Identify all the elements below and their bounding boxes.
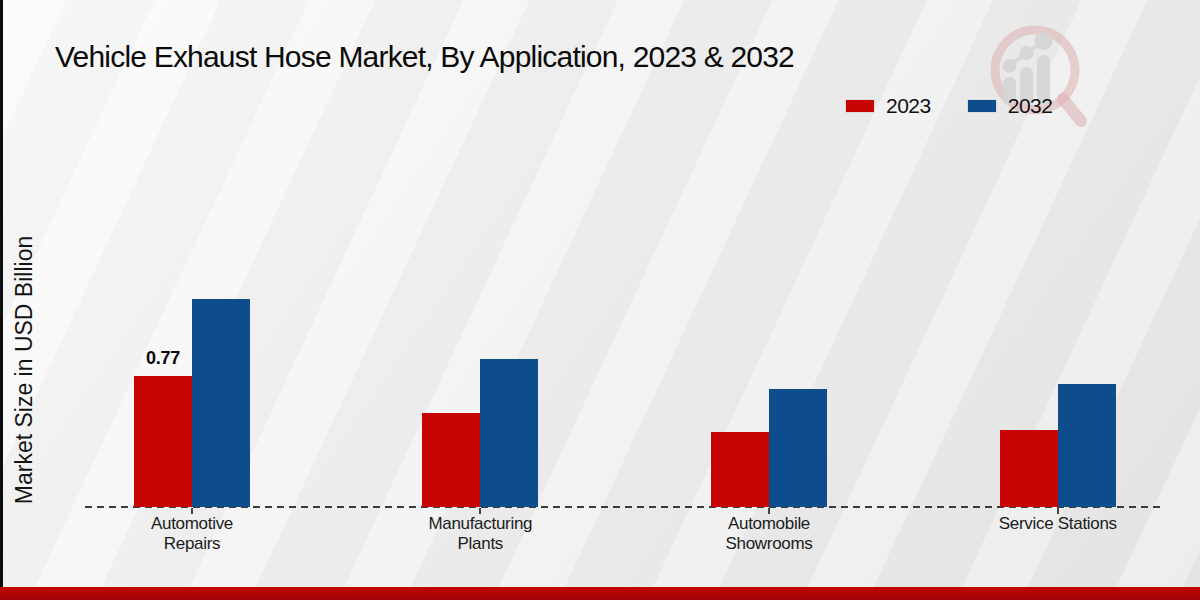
category-label: Service Stations (993, 514, 1123, 534)
bar-2023-automobile-showrooms (711, 432, 769, 507)
bar-value-label: 0.77 (128, 348, 198, 369)
bar-2023-service-stations (1000, 430, 1058, 507)
legend-label: 2032 (1008, 94, 1053, 118)
y-axis-label: Market Size in USD Billion (11, 236, 38, 504)
chart-canvas: Vehicle Exhaust Hose Market, By Applicat… (0, 0, 1200, 600)
left-edge-bar (0, 0, 3, 587)
legend: 2023 2032 (845, 94, 1052, 118)
legend-swatch-2032 (967, 99, 997, 113)
bar-2032-service-stations (1058, 384, 1116, 507)
bar-2032-automotive-repairs (192, 299, 250, 507)
bar-2023-automotive-repairs (134, 376, 192, 507)
category-label: Automobile Showrooms (704, 514, 834, 554)
category-label: Manufacturing Plants (415, 514, 545, 554)
footer-red-band (0, 587, 1200, 600)
chart-title: Vehicle Exhaust Hose Market, By Applicat… (55, 40, 794, 74)
bar-2032-manufacturing-plants (480, 359, 538, 507)
legend-swatch-2023 (845, 99, 875, 113)
legend-label: 2023 (886, 94, 931, 118)
legend-item-2032: 2032 (967, 94, 1053, 118)
legend-item-2023: 2023 (845, 94, 931, 118)
category-label: Automotive Repairs (127, 514, 257, 554)
bar-2032-automobile-showrooms (769, 389, 827, 507)
bar-2023-manufacturing-plants (422, 413, 480, 507)
